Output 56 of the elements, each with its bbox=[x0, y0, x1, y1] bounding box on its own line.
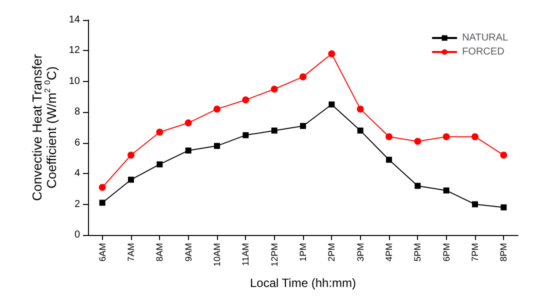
point bbox=[99, 200, 106, 206]
point bbox=[214, 142, 220, 149]
y-tick-label: 0 bbox=[74, 230, 80, 240]
x-tick-label: 7PM bbox=[470, 243, 480, 262]
y-tick-label: 2 bbox=[74, 198, 80, 210]
point bbox=[270, 86, 278, 93]
point bbox=[156, 128, 164, 136]
point bbox=[300, 122, 306, 129]
x-axis-title: Local Time (hh:mm) bbox=[250, 276, 356, 290]
y-tick-label: 10 bbox=[68, 76, 80, 87]
point bbox=[242, 96, 250, 104]
x-tick-label: 2PM bbox=[326, 243, 337, 262]
point bbox=[472, 133, 478, 140]
point bbox=[128, 176, 134, 183]
x-tick-label: 12PM bbox=[269, 243, 280, 267]
legend-label: NATURAL bbox=[462, 32, 508, 44]
point bbox=[386, 133, 392, 140]
point bbox=[271, 128, 278, 134]
point bbox=[184, 119, 192, 126]
y-tick-label: 6 bbox=[74, 137, 80, 148]
point bbox=[214, 106, 220, 113]
x-tick-label: 3PM bbox=[355, 243, 366, 262]
point bbox=[328, 50, 336, 58]
x-tick-label: 4PM bbox=[384, 243, 394, 262]
y-tick-label: 4 bbox=[74, 168, 80, 180]
x-tick-label: 1PM bbox=[298, 243, 308, 262]
point bbox=[500, 204, 507, 210]
point bbox=[356, 106, 364, 113]
point bbox=[500, 152, 508, 159]
point bbox=[156, 161, 163, 168]
point bbox=[328, 101, 335, 108]
x-tick-label: 11AM bbox=[240, 243, 251, 266]
point bbox=[98, 184, 106, 191]
point bbox=[128, 152, 134, 159]
x-tick-label: 5PM bbox=[412, 243, 423, 262]
x-tick-label: 7AM bbox=[126, 243, 136, 262]
x-tick-label: 8AM bbox=[154, 243, 165, 262]
y-tick-label: 12 bbox=[68, 45, 80, 56]
x-tick-label: 6PM bbox=[441, 243, 452, 262]
x-tick-label: 6AM bbox=[97, 243, 108, 262]
y-tick-label: 14 bbox=[68, 14, 80, 26]
x-tick-label: 9AM bbox=[183, 243, 194, 262]
legend-label: FORCED bbox=[462, 46, 504, 58]
point bbox=[185, 148, 192, 154]
point bbox=[414, 138, 422, 145]
point bbox=[357, 128, 364, 134]
x-tick-label: 10AM bbox=[212, 243, 222, 267]
x-tick-label: 8PM bbox=[498, 243, 509, 262]
point bbox=[386, 156, 392, 163]
y-tick-label: 8 bbox=[74, 106, 80, 118]
point bbox=[472, 201, 478, 208]
point bbox=[442, 133, 450, 140]
point bbox=[242, 132, 249, 138]
point bbox=[414, 182, 421, 189]
point bbox=[300, 73, 306, 80]
point bbox=[443, 187, 450, 194]
